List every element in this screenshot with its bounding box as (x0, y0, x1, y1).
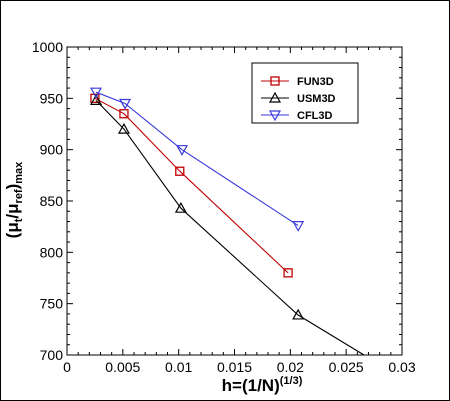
legend-label-usm3d: USM3D (297, 93, 336, 105)
y-tick-label: 1000 (32, 39, 63, 55)
x-tick-label: 0.025 (329, 359, 364, 375)
data-point-cfl3d (90, 87, 103, 99)
x-tick-label: 0.01 (165, 359, 192, 375)
x-tick-label: 0.005 (105, 359, 140, 375)
y-tick-label: 800 (40, 244, 64, 260)
y-tick-label: 700 (40, 347, 64, 363)
legend-entry-cfl3d: CFL3D (261, 110, 333, 122)
x-tick-label: 0.02 (277, 359, 304, 375)
data-point-fun3d (283, 268, 293, 278)
legend: FUN3D USM3D CFL3D (251, 62, 359, 124)
y-tick-label: 950 (40, 90, 64, 106)
y-axis-title-close: ) (3, 184, 22, 190)
legend-marker-usm3d (268, 91, 282, 103)
data-point-cfl3d (119, 98, 132, 110)
data-point-fun3d (119, 109, 129, 119)
y-axis-title-sub-t: t (13, 218, 25, 222)
legend-box (251, 62, 359, 124)
series-layer (90, 87, 365, 356)
x-axis-title-main: h=(1/N) (222, 376, 280, 395)
x-axis-title: h=(1/N)(1/3) (222, 375, 303, 395)
legend-label-cfl3d: CFL3D (297, 110, 333, 122)
legend-label-fun3d: FUN3D (297, 76, 334, 88)
series-usm3d (90, 94, 365, 356)
legend-marker-cfl3d (268, 110, 282, 122)
series-cfl3d (90, 87, 305, 232)
y-tick-label: 750 (40, 296, 64, 312)
x-tick-label: 0.015 (217, 359, 252, 375)
x-axis-title-superscript: (1/3) (280, 375, 303, 387)
plot-area (66, 46, 403, 356)
legend-entry-usm3d: USM3D (261, 91, 336, 105)
y-tick-label: 900 (40, 142, 64, 158)
y-axis-title-mid: /μ (3, 203, 22, 218)
legend-entry-fun3d: FUN3D (261, 76, 334, 88)
y-axis-title: (μt/μref)max (3, 161, 25, 238)
data-point-cfl3d (292, 221, 305, 232)
y-tick-label: 850 (40, 193, 64, 209)
series-fun3d (90, 93, 293, 278)
data-point-usm3d (117, 122, 130, 134)
y-axis-title-sub-max: max (13, 161, 25, 184)
series-line-usm3d (95, 100, 365, 356)
y-axis-title-open: (μ (3, 222, 22, 238)
y-axis-title-sub-ref: ref (13, 189, 25, 203)
x-tick-label: 0 (63, 359, 71, 375)
data-point-fun3d (175, 166, 185, 176)
data-point-usm3d (90, 94, 103, 105)
series-line-fun3d (94, 97, 289, 274)
legend-marker-fun3d (270, 76, 280, 86)
data-point-usm3d (292, 308, 305, 320)
data-point-usm3d (174, 201, 187, 213)
series-line-cfl3d (95, 91, 299, 227)
x-tick-label: 0.03 (388, 359, 415, 375)
data-point-cfl3d (175, 145, 189, 156)
